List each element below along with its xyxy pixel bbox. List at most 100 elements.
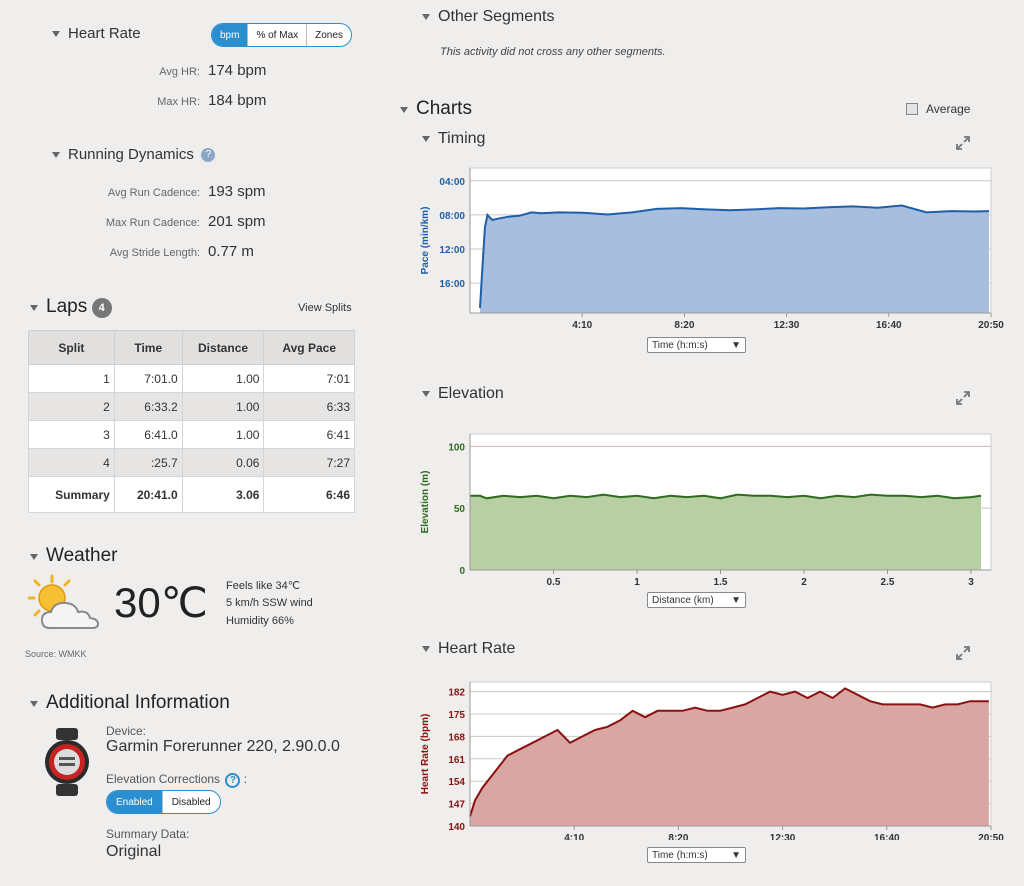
cell: :25.7 — [113, 448, 183, 477]
other-segments-header[interactable]: Other Segments — [422, 8, 555, 26]
collapse-arrow-icon[interactable] — [422, 13, 430, 20]
row-label: Avg Run Cadence: — [107, 187, 200, 199]
cell: 7:01.0 — [113, 364, 183, 393]
hr-unit-toggle[interactable]: bpm % of Max Zones — [211, 23, 352, 47]
x-tick-label: 8:20 — [674, 320, 694, 331]
cell: 2 — [28, 392, 115, 421]
summary-data-label: Summary Data: — [106, 827, 190, 841]
timing-chart[interactable]: 04:00 08:00 12:00 16:00 4:10 8:20 12:30 16:40 20… — [410, 160, 1010, 332]
table-row: 4:25.7 0.06 7:27 — [28, 448, 355, 477]
collapse-arrow-icon[interactable] — [400, 106, 408, 113]
heart-rate-chart[interactable]: 182 175 168 161 154 147 140 4:10 8:20 12:30 16:40 2… — [410, 678, 1010, 840]
heart-rate-chart-header[interactable]: Heart Rate — [422, 640, 515, 658]
chevron-down-icon: ▼ — [731, 849, 741, 861]
timing-chart-title: Timing — [438, 130, 486, 147]
device-label: Device: — [106, 724, 147, 738]
cell: 6:33 — [263, 392, 355, 421]
zones-option[interactable]: Zones — [306, 24, 351, 46]
help-icon[interactable]: ? — [225, 773, 241, 788]
x-tick-label: 3 — [968, 577, 974, 586]
y-axis-label: Pace (min/km) — [420, 207, 431, 275]
timing-x-axis-select[interactable]: Time (h:m:s) ▼ — [647, 337, 746, 353]
average-label: Average — [926, 102, 971, 116]
avg-hr-row: Avg HR: 174 bpm — [10, 62, 266, 80]
help-icon[interactable]: ? — [201, 147, 216, 162]
col-header[interactable]: Avg Pace — [263, 330, 355, 365]
x-tick-label: 8:20 — [668, 833, 688, 840]
bpm-option[interactable]: bpm — [212, 24, 248, 46]
running-dynamics-header[interactable]: Running Dynamics ? — [52, 146, 216, 164]
collapse-arrow-icon[interactable] — [52, 151, 60, 158]
max-hr-label: Max HR: — [157, 96, 200, 108]
collapse-arrow-icon[interactable] — [422, 390, 430, 397]
cell: 1.00 — [181, 364, 265, 393]
charts-header[interactable]: Charts — [400, 98, 472, 120]
additional-info-header[interactable]: Additional Information — [30, 692, 230, 714]
row-label: Max Run Cadence: — [105, 217, 200, 229]
row-label: Avg Stride Length: — [109, 247, 200, 259]
collapse-arrow-icon[interactable] — [422, 645, 430, 652]
wind: 5 km/h SSW wind — [226, 597, 313, 609]
series-area — [470, 688, 989, 826]
y-axis-label: Heart Rate (bpm) — [420, 714, 431, 795]
heart-rate-section-header[interactable]: Heart Rate — [52, 25, 141, 43]
max-hr-row: Max HR: 184 bpm — [10, 92, 266, 110]
summary-row: Summary 20:41.0 3.06 6:46 — [28, 476, 355, 513]
col-header[interactable]: Split — [28, 330, 115, 365]
x-tick-label: 20:50 — [978, 320, 1004, 331]
percent-max-option[interactable]: % of Max — [247, 24, 306, 46]
cell: 7:27 — [263, 448, 355, 477]
cell: Summary — [28, 476, 115, 513]
expand-icon[interactable] — [955, 645, 971, 661]
cell: 0.06 — [181, 448, 265, 477]
table-row: 3 6:41.0 1.00 6:41 — [28, 420, 355, 449]
run-cadence-row: Avg Run Cadence: 193 spm — [10, 183, 266, 201]
heart-rate-chart-title: Heart Rate — [438, 640, 516, 657]
collapse-arrow-icon[interactable] — [52, 30, 60, 37]
view-splits-link[interactable]: View Splits — [298, 302, 352, 314]
y-tick-label: 147 — [448, 800, 465, 811]
additional-info-title: Additional Information — [46, 692, 230, 713]
x-tick-label: 1.5 — [714, 577, 728, 586]
laps-header[interactable]: Laps 4 — [30, 296, 112, 318]
other-segments-title: Other Segments — [438, 8, 555, 25]
heart-rate-title: Heart Rate — [68, 25, 141, 42]
col-header[interactable]: Distance — [181, 330, 265, 365]
elevation-corrections-toggle[interactable]: Enabled Disabled — [106, 790, 221, 814]
cell: 7:01 — [263, 364, 355, 393]
collapse-arrow-icon[interactable] — [30, 304, 38, 311]
collapse-arrow-icon[interactable] — [422, 135, 430, 142]
disabled-option[interactable]: Disabled — [161, 791, 220, 813]
weather-header[interactable]: Weather — [30, 545, 117, 567]
cell: 3 — [28, 420, 115, 449]
x-tick-label: 2.5 — [881, 577, 895, 586]
collapse-arrow-icon[interactable] — [30, 700, 38, 707]
expand-icon[interactable] — [955, 390, 971, 406]
timing-chart-header[interactable]: Timing — [422, 130, 485, 148]
cell: 1.00 — [181, 420, 265, 449]
chevron-down-icon: ▼ — [731, 594, 741, 606]
x-tick-label: 12:30 — [770, 833, 796, 840]
x-tick-label: 0.5 — [547, 577, 561, 586]
cell: 3.06 — [181, 476, 265, 513]
cell: 1.00 — [181, 392, 265, 421]
cell: 6:41.0 — [113, 420, 183, 449]
laps-table: Split Time Distance Avg Pace 1 7:01.0 1.00… — [28, 330, 355, 513]
average-checkbox[interactable] — [906, 103, 918, 115]
col-header[interactable]: Time — [113, 330, 183, 365]
elevation-chart[interactable]: 100 50 0 0.5 1 1.5 2 2.5 3 Elevation (m) — [410, 426, 1010, 586]
expand-icon[interactable] — [955, 135, 971, 151]
enabled-option[interactable]: Enabled — [107, 791, 162, 813]
y-tick-label: 0 — [459, 566, 465, 577]
series-line — [479, 204, 990, 308]
cell: 1 — [28, 364, 115, 393]
elevation-x-axis-select[interactable]: Distance (km) ▼ — [647, 592, 746, 608]
average-checkbox-row[interactable]: Average — [906, 102, 970, 116]
elevation-chart-header[interactable]: Elevation — [422, 385, 504, 403]
y-tick-label: 50 — [454, 504, 466, 515]
hr-x-axis-select[interactable]: Time (h:m:s) ▼ — [647, 847, 746, 863]
collapse-arrow-icon[interactable] — [30, 553, 38, 560]
y-tick-label: 140 — [448, 822, 465, 833]
y-tick-label: 168 — [448, 732, 465, 743]
cell: 20:41.0 — [113, 476, 183, 513]
